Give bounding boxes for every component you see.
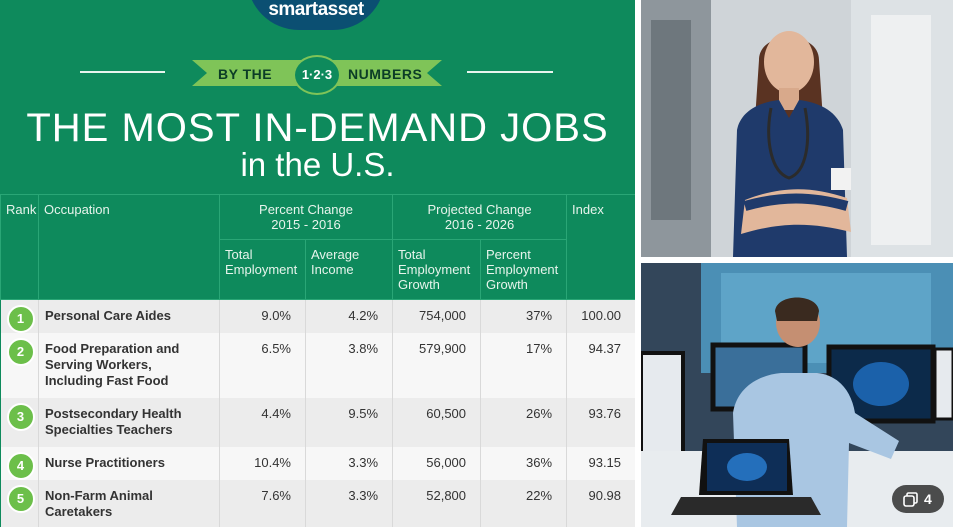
total-employment-cell: 9.0% [219, 299, 306, 333]
divider-left [80, 71, 165, 73]
occupation-cell: Nurse Practitioners [38, 447, 220, 480]
index-cell: 93.76 [566, 398, 635, 447]
table-row: 4 Nurse Practitioners 10.4% 3.3% 56,000 … [0, 447, 635, 480]
infographic-image[interactable]: smartasset BY THE NUMBERS 1·2·3 THE MOST… [0, 0, 635, 527]
header-occupation: Occupation [38, 194, 220, 300]
infographic-title: THE MOST IN-DEMAND JOBS [26, 106, 609, 150]
rank-badge: 3 [6, 403, 35, 431]
total-employment-cell: 10.4% [219, 447, 306, 480]
average-income-cell: 9.5% [305, 398, 394, 447]
header-percent-employment-growth: Percent Employment Growth [480, 239, 568, 300]
table-row: 2 Food Preparation and Serving Workers, … [0, 333, 635, 398]
occupation-cell: Personal Care Aides [38, 299, 220, 333]
header-percent-change: Percent Change 2015 - 2016 [218, 194, 394, 240]
image-count-button[interactable]: 4 [892, 485, 944, 513]
percent-growth-cell: 22% [480, 480, 568, 527]
total-employment-cell: 7.6% [219, 480, 306, 527]
workstation-photo[interactable] [641, 263, 953, 527]
numbers-badge: 1·2·3 [293, 55, 341, 95]
growth-cell: 52,800 [392, 480, 482, 527]
nurse-photo[interactable] [641, 0, 953, 257]
gallery-icon [903, 492, 918, 507]
header-total-employment: Total Employment [219, 239, 306, 300]
rank-badge: 1 [6, 305, 35, 333]
growth-cell: 60,500 [392, 398, 482, 447]
percent-growth-cell: 37% [480, 299, 568, 333]
average-income-cell: 3.3% [305, 447, 394, 480]
average-income-cell: 4.2% [305, 299, 394, 333]
average-income-cell: 3.8% [305, 333, 394, 398]
smartasset-logo: smartasset [247, 0, 385, 30]
occupation-cell: Non-Farm Animal Caretakers [38, 480, 220, 527]
index-cell: 100.00 [566, 299, 635, 333]
occupation-cell: Food Preparation and Serving Workers, In… [38, 333, 220, 398]
table-row: 1 Personal Care Aides 9.0% 4.2% 754,000 … [0, 299, 635, 333]
index-cell: 90.98 [566, 480, 635, 527]
total-employment-cell: 4.4% [219, 398, 306, 447]
occupation-cell: Postsecondary Health Specialties Teacher… [38, 398, 220, 447]
total-employment-cell: 6.5% [219, 333, 306, 398]
nurse-illustration [641, 0, 953, 257]
rank-badge: 5 [6, 485, 35, 513]
image-count: 4 [924, 491, 932, 507]
table-row: 5 Non-Farm Animal Caretakers 7.6% 3.3% 5… [0, 480, 635, 527]
workstation-illustration [641, 263, 953, 527]
index-cell: 93.15 [566, 447, 635, 480]
rank-badge: 2 [6, 338, 35, 366]
header-total-employment-growth: Total Employment Growth [392, 239, 482, 300]
divider-right [467, 71, 553, 73]
rank-badge: 4 [6, 452, 35, 480]
growth-cell: 579,900 [392, 333, 482, 398]
header-index: Index [566, 194, 635, 300]
header-rank: Rank [0, 194, 39, 300]
growth-cell: 56,000 [392, 447, 482, 480]
jobs-table: Rank Occupation Percent Change 2015 - 20… [0, 194, 635, 527]
growth-cell: 754,000 [392, 299, 482, 333]
average-income-cell: 3.3% [305, 480, 394, 527]
percent-growth-cell: 26% [480, 398, 568, 447]
header-projected-change: Projected Change 2016 - 2026 [392, 194, 568, 240]
percent-growth-cell: 36% [480, 447, 568, 480]
infographic-subtitle: in the U.S. [240, 146, 395, 183]
index-cell: 94.37 [566, 333, 635, 398]
percent-growth-cell: 17% [480, 333, 568, 398]
header-average-income: Average Income [304, 239, 394, 300]
table-row: 3 Postsecondary Health Specialties Teach… [0, 398, 635, 447]
